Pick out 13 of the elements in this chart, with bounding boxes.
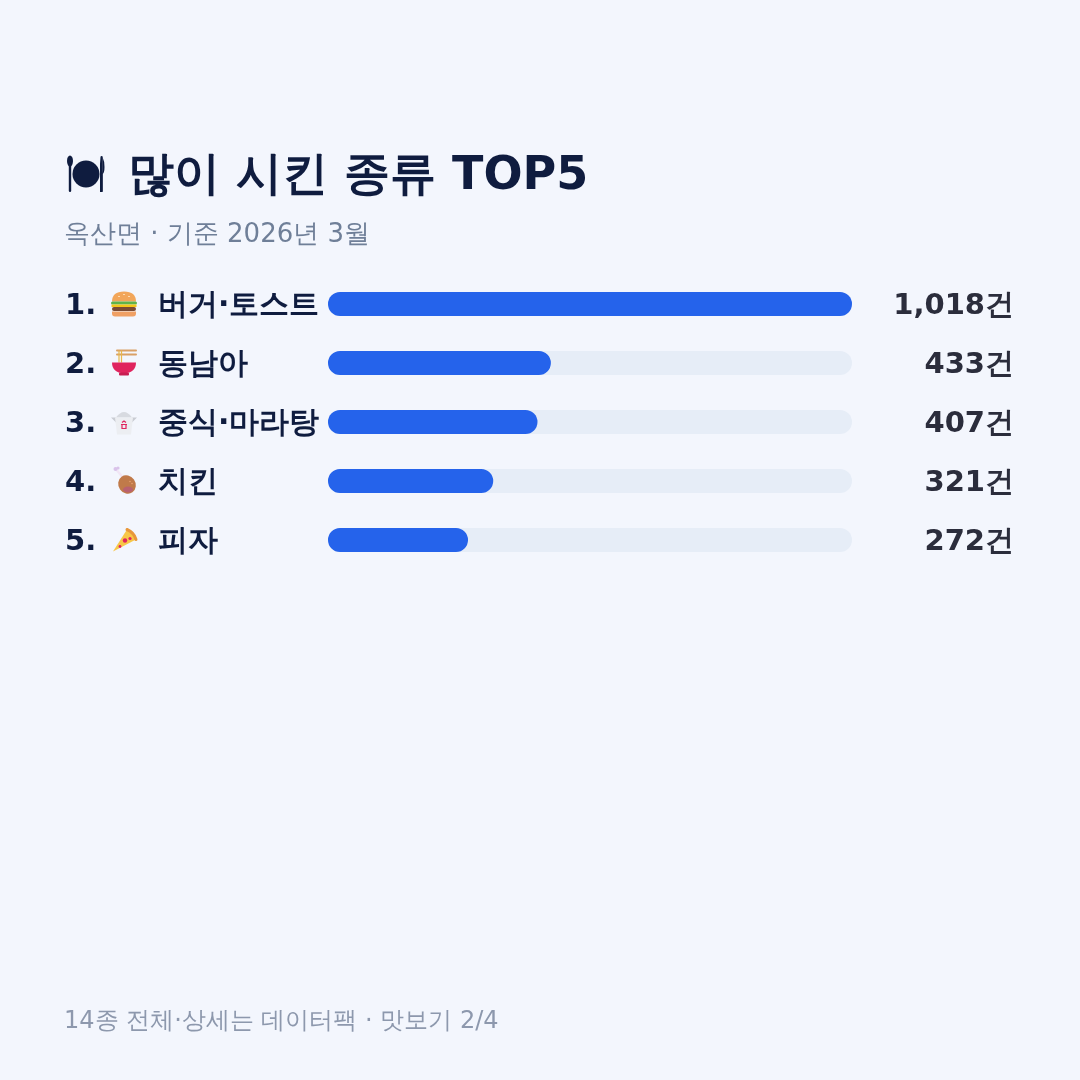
category-label: 3. 중식·마라탕 [65, 404, 320, 439]
data-label: 272건 [924, 523, 1014, 557]
data-label: 321건 [924, 464, 1014, 498]
category-label: 5. 피자 [65, 522, 218, 557]
data-label: 407건 [924, 405, 1014, 439]
category-label: 1. 버거·토스트 [65, 286, 320, 321]
category-label: 2. 동남아 [65, 345, 248, 380]
data-label: 1,018건 [893, 287, 1014, 321]
category-label: 4. 치킨 [65, 463, 218, 498]
data-label: 433건 [924, 346, 1014, 380]
text: 14종 전체·상세는 데이터팩 · 맛보기 2/4 [64, 1005, 499, 1036]
chart-title: 많이 시킨 종류 TOP5 [128, 145, 589, 202]
chart-subtitle: 옥산면 · 기준 2026년 3월 [64, 217, 371, 250]
